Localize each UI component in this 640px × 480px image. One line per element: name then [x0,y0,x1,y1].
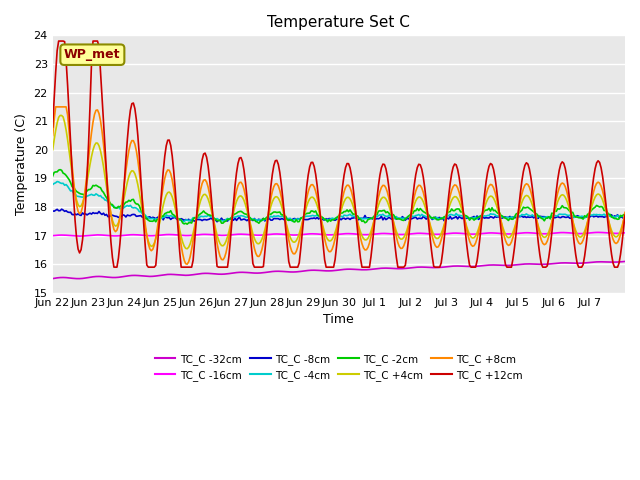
TC_C +8cm [70,178,77,184]
TC_C -4cm [179,219,186,225]
TC_C -4cm [545,214,552,220]
TC_C -8cm [70,212,77,217]
TC_C -8cm [88,211,95,217]
TC_C -2cm [460,211,467,217]
TC_C -4cm [88,192,95,197]
TC_C +8cm [49,132,56,138]
TC_C -2cm [49,173,56,179]
TC_C -16cm [68,233,76,239]
TC_C -16cm [620,230,627,236]
TC_C -2cm [346,207,354,213]
TC_C -2cm [545,214,552,219]
TC_C -16cm [345,231,353,237]
TC_C -2cm [183,221,191,227]
TC_C -4cm [49,182,56,188]
TC_C -4cm [53,179,61,184]
TC_C -8cm [620,216,627,221]
TC_C -16cm [621,230,629,236]
TC_C +12cm [460,213,467,218]
TC_C -4cm [621,212,629,217]
TC_C -32cm [88,274,95,280]
X-axis label: Time: Time [323,313,354,326]
TC_C +12cm [111,264,119,270]
TC_C +4cm [621,212,629,218]
TC_C -8cm [49,208,56,214]
TC_C +12cm [88,60,95,66]
Text: WP_met: WP_met [64,48,120,61]
TC_C +12cm [545,254,552,260]
TC_C +12cm [55,38,63,44]
TC_C +4cm [70,181,77,187]
TC_C +8cm [460,211,467,216]
TC_C +12cm [70,195,77,201]
TC_C -2cm [620,212,627,217]
TC_C -8cm [58,206,65,212]
TC_C -8cm [460,215,467,220]
TC_C +4cm [56,113,64,119]
Line: TC_C -32cm: TC_C -32cm [52,262,625,279]
TC_C -32cm [618,259,626,264]
TC_C -32cm [458,264,466,269]
Line: TC_C -8cm: TC_C -8cm [52,209,625,222]
TC_C -16cm [543,231,551,237]
TC_C -8cm [346,216,354,222]
TC_C -16cm [88,232,95,238]
TC_C -8cm [213,219,221,225]
TC_C -32cm [543,261,551,267]
Line: TC_C +4cm: TC_C +4cm [52,116,625,249]
TC_C +12cm [49,124,56,130]
Line: TC_C -16cm: TC_C -16cm [52,232,625,236]
TC_C -16cm [76,233,83,239]
TC_C -4cm [70,190,77,196]
TC_C -4cm [460,214,467,219]
TC_C -2cm [88,185,95,191]
TC_C +12cm [346,165,354,171]
TC_C -32cm [621,259,629,264]
Line: TC_C -2cm: TC_C -2cm [52,169,625,224]
TC_C +8cm [183,261,191,267]
Line: TC_C +12cm: TC_C +12cm [52,41,625,267]
TC_C -2cm [70,185,77,191]
TC_C -16cm [458,230,466,236]
TC_C -32cm [74,276,82,282]
TC_C -8cm [545,214,552,220]
TC_C +4cm [346,196,354,202]
TC_C -4cm [620,213,627,219]
Line: TC_C -4cm: TC_C -4cm [52,181,625,222]
TC_C +8cm [346,185,354,191]
TC_C +8cm [620,217,627,223]
Title: Temperature Set C: Temperature Set C [268,15,410,30]
TC_C -2cm [56,167,64,172]
TC_C +8cm [621,210,629,216]
TC_C +4cm [620,218,627,224]
TC_C -32cm [49,276,56,281]
Y-axis label: Temperature (C): Temperature (C) [15,113,28,215]
Line: TC_C +8cm: TC_C +8cm [52,107,625,264]
TC_C +4cm [545,229,552,235]
TC_C +12cm [621,212,629,218]
TC_C +12cm [620,227,627,232]
TC_C -16cm [49,233,56,239]
TC_C +8cm [88,130,95,135]
TC_C -32cm [345,266,353,272]
TC_C +8cm [545,233,552,239]
Legend: TC_C -32cm, TC_C -16cm, TC_C -8cm, TC_C -4cm, TC_C -2cm, TC_C +4cm, TC_C +8cm, T: TC_C -32cm, TC_C -16cm, TC_C -8cm, TC_C … [150,349,527,385]
TC_C -32cm [68,276,76,281]
TC_C -2cm [621,211,629,217]
TC_C +4cm [88,154,95,159]
TC_C -8cm [621,214,629,220]
TC_C +4cm [460,213,467,219]
TC_C -4cm [346,211,354,217]
TC_C +8cm [52,104,60,110]
TC_C +4cm [183,246,191,252]
TC_C +4cm [49,147,56,153]
TC_C -16cm [595,229,602,235]
